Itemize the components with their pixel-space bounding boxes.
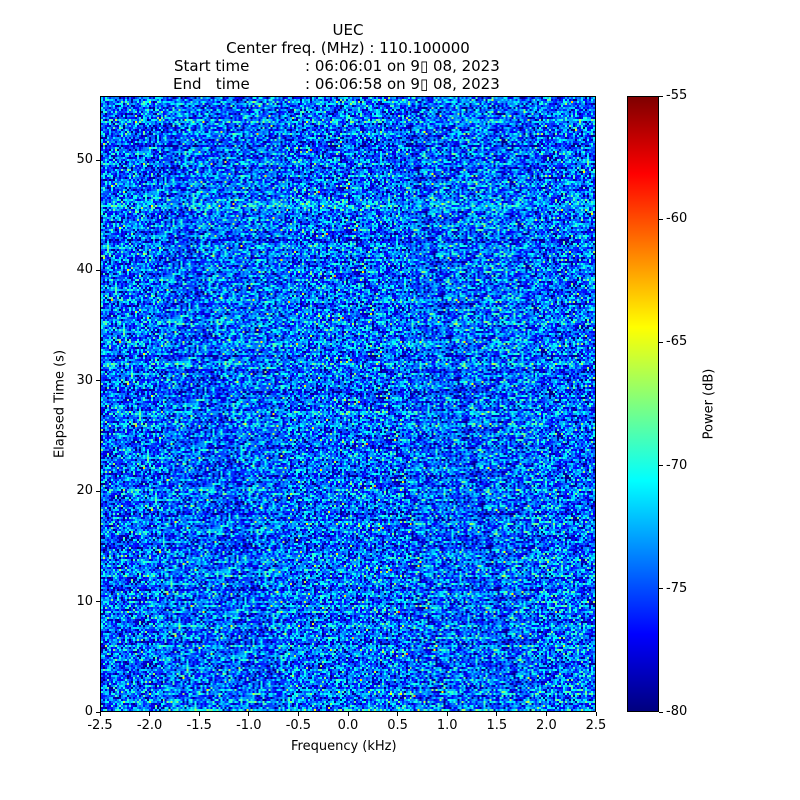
colorbar-tick-label: -60 (666, 211, 688, 227)
x-tick-label: -2.0 (136, 718, 163, 733)
colorbar-tick (659, 218, 663, 220)
colorbar-label: Power (dB) (701, 368, 717, 440)
center-frequency: Center freq. (MHz) : 110.100000 (226, 39, 470, 57)
x-tick (397, 712, 399, 716)
x-tick (496, 712, 498, 716)
x-tick-label: -0.5 (285, 718, 312, 733)
colorbar-label-wrap: Power (dB) (702, 369, 717, 440)
y-tick (96, 490, 100, 492)
x-tick (99, 712, 101, 716)
y-tick-label: 50 (76, 152, 93, 168)
colorbar-tick-label: -70 (666, 457, 688, 473)
x-tick (248, 712, 250, 716)
colorbar-tick (659, 465, 663, 467)
x-tick-label: 2.5 (585, 718, 607, 733)
plot-area-frame (100, 96, 596, 712)
y-tick (96, 601, 100, 603)
y-tick-label: 0 (84, 704, 93, 719)
y-tick-label: 40 (76, 262, 93, 278)
x-tick (347, 712, 349, 716)
y-tick (96, 269, 100, 271)
start-time-label: Start time (174, 57, 250, 75)
colorbar (627, 96, 659, 712)
x-tick (149, 712, 151, 716)
x-tick (297, 712, 299, 716)
x-tick-label: -1.0 (236, 718, 262, 733)
spectrogram-image (101, 97, 595, 711)
colorbar-tick-label: -75 (666, 580, 688, 596)
colorbar-tick (659, 341, 663, 343)
x-tick (545, 712, 547, 716)
colorbar-tick (659, 95, 663, 97)
colorbar-tick-label: -55 (666, 88, 688, 103)
x-axis-label: Frequency (kHz) (291, 739, 397, 754)
end-time-value: : 06:06:58 on 9▯ 08, 2023 (305, 75, 500, 93)
x-tick-label: 0.0 (337, 718, 359, 733)
x-tick (198, 712, 200, 716)
x-tick-label: 0.5 (387, 718, 408, 733)
y-tick (96, 711, 100, 713)
x-tick-label: 1.0 (436, 718, 458, 733)
x-tick (595, 712, 597, 716)
y-tick (96, 380, 100, 382)
x-tick-label: 1.5 (486, 718, 508, 733)
chart-title: UEC (332, 21, 364, 39)
y-axis-label: Elapsed Time (s) (52, 349, 68, 459)
y-tick (96, 159, 100, 161)
x-tick-label: -2.5 (87, 718, 113, 733)
y-tick-label: 10 (76, 593, 93, 609)
x-tick-label: 2.0 (536, 718, 557, 733)
y-axis-label-wrap: Elapsed Time (s) (53, 350, 68, 458)
y-tick-label: 30 (76, 372, 93, 388)
x-tick-label: -1.5 (186, 718, 212, 733)
start-time-value: : 06:06:01 on 9▯ 08, 2023 (305, 57, 500, 75)
end-time-label: End time (173, 75, 250, 93)
colorbar-tick-label: -80 (666, 704, 688, 719)
y-tick-label: 20 (76, 483, 93, 499)
colorbar-tick (659, 588, 663, 590)
colorbar-tick-label: -65 (666, 334, 688, 350)
x-tick (446, 712, 448, 716)
colorbar-tick (659, 711, 663, 713)
